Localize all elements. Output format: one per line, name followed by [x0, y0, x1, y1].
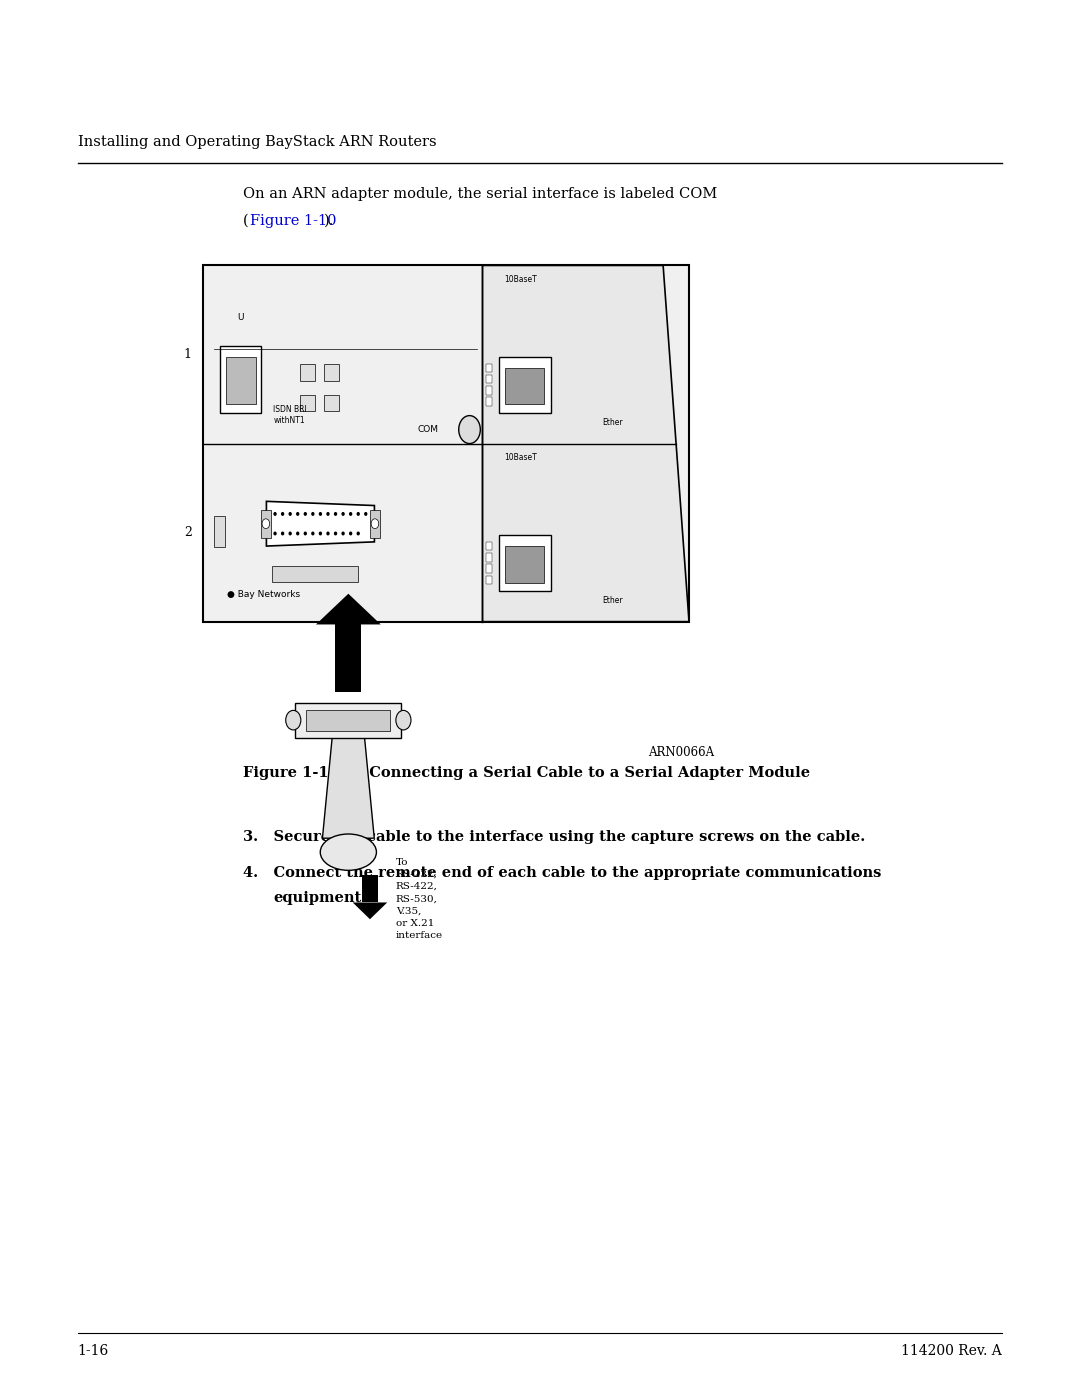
Text: Ether: Ether [603, 418, 623, 427]
Bar [307, 710, 391, 731]
Bar [324, 394, 339, 411]
Circle shape [357, 532, 360, 535]
Text: Installing and Operating BayStack ARN Routers: Installing and Operating BayStack ARN Ro… [78, 136, 436, 149]
Circle shape [289, 513, 292, 515]
Bar [486, 542, 492, 550]
Text: 114200 Rev. A: 114200 Rev. A [902, 1344, 1002, 1358]
Bar [486, 374, 492, 383]
Polygon shape [316, 594, 381, 624]
Circle shape [396, 710, 411, 729]
Bar [300, 363, 315, 380]
Text: 4.   Connect the remote end of each cable to the appropriate communications: 4. Connect the remote end of each cable … [243, 866, 881, 880]
Bar [486, 576, 492, 584]
Circle shape [297, 513, 299, 515]
Circle shape [335, 513, 337, 515]
Polygon shape [353, 902, 388, 919]
Bar [370, 510, 380, 538]
Text: ISDN BRI
withNT1: ISDN BRI withNT1 [273, 405, 307, 425]
Circle shape [459, 415, 481, 444]
Ellipse shape [321, 834, 377, 870]
Text: 1: 1 [184, 348, 192, 360]
Bar [226, 356, 256, 404]
Bar [486, 553, 492, 562]
Circle shape [289, 532, 292, 535]
Circle shape [282, 513, 284, 515]
Bar [296, 703, 402, 738]
Text: 10BaseT: 10BaseT [504, 453, 537, 462]
Circle shape [357, 513, 360, 515]
Polygon shape [323, 738, 375, 838]
Circle shape [320, 532, 322, 535]
Circle shape [335, 532, 337, 535]
Circle shape [350, 532, 352, 535]
Bar [486, 564, 492, 573]
Circle shape [312, 532, 314, 535]
Circle shape [274, 532, 276, 535]
Polygon shape [267, 502, 375, 546]
Text: COM: COM [418, 425, 438, 434]
Bar [505, 367, 544, 404]
Bar [203, 265, 689, 622]
Polygon shape [483, 265, 689, 622]
Text: 2: 2 [184, 527, 192, 539]
Bar [486, 363, 492, 372]
Circle shape [286, 710, 301, 729]
Circle shape [282, 532, 284, 535]
Bar [336, 624, 362, 692]
Circle shape [305, 532, 307, 535]
Bar [505, 546, 544, 583]
Circle shape [262, 518, 270, 528]
Bar [261, 510, 271, 538]
Bar [486, 397, 492, 405]
Text: Figure 1-10: Figure 1-10 [251, 214, 337, 228]
Text: To
RS-232,
RS-422,
RS-530,
V.35,
or X.21
interface: To RS-232, RS-422, RS-530, V.35, or X.21… [396, 858, 443, 940]
Circle shape [327, 532, 329, 535]
Bar [499, 356, 551, 414]
Bar [486, 386, 492, 394]
Bar [220, 345, 261, 414]
Bar [272, 566, 359, 583]
Circle shape [372, 518, 379, 528]
Circle shape [274, 513, 276, 515]
Circle shape [305, 513, 307, 515]
Text: 10BaseT: 10BaseT [504, 275, 537, 284]
Bar [300, 394, 315, 411]
Circle shape [342, 532, 345, 535]
Text: (: ( [243, 214, 248, 228]
Text: U: U [238, 313, 244, 323]
Bar [324, 363, 339, 380]
Circle shape [342, 513, 345, 515]
Bar [363, 875, 378, 902]
Text: equipment.: equipment. [273, 891, 366, 905]
Text: 3.   Secure the cable to the interface using the capture screws on the cable.: 3. Secure the cable to the interface usi… [243, 830, 865, 844]
Text: ARN0066A: ARN0066A [648, 746, 714, 759]
Text: ● Bay Networks: ● Bay Networks [227, 591, 300, 599]
Circle shape [327, 513, 329, 515]
Text: Ether: Ether [603, 597, 623, 605]
Circle shape [312, 513, 314, 515]
Circle shape [297, 532, 299, 535]
Circle shape [350, 513, 352, 515]
Bar [499, 535, 551, 591]
Text: Figure 1-10.     Connecting a Serial Cable to a Serial Adapter Module: Figure 1-10. Connecting a Serial Cable t… [243, 766, 810, 780]
Bar [203, 265, 689, 622]
Bar [214, 515, 225, 546]
Circle shape [320, 513, 322, 515]
Circle shape [365, 513, 367, 515]
Text: On an ARN adapter module, the serial interface is labeled COM: On an ARN adapter module, the serial int… [243, 187, 717, 201]
Text: 1-16: 1-16 [78, 1344, 109, 1358]
Text: ).: ). [324, 214, 334, 228]
